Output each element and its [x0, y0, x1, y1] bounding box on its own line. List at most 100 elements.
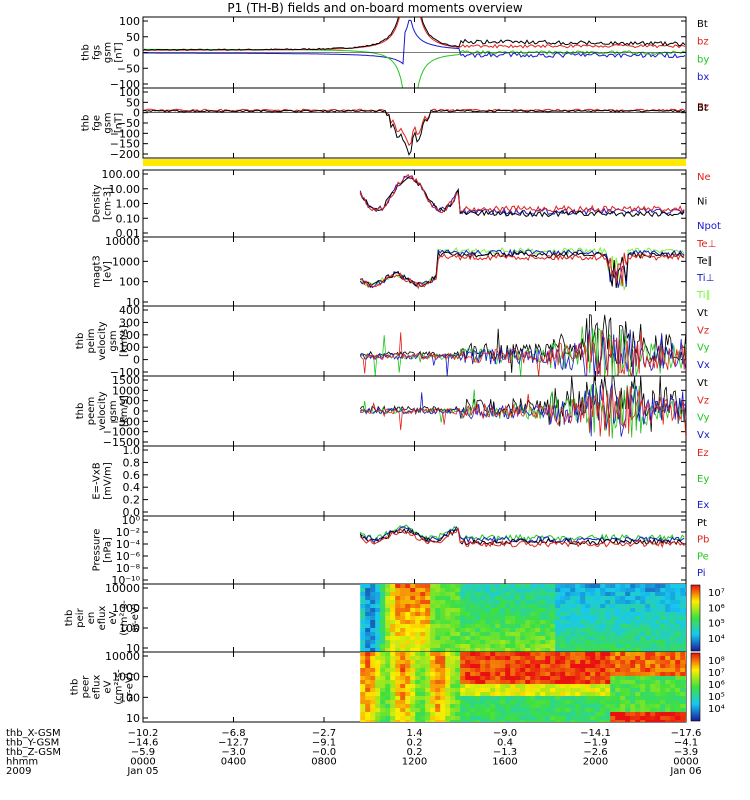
heatmap-cell — [445, 684, 451, 689]
ylabel-line: eflux — [92, 675, 103, 700]
ylabel-line: (cm²-s- — [119, 600, 130, 636]
heatmap-cell — [580, 632, 586, 637]
heatmap-cell — [375, 596, 381, 601]
heatmap-cell — [580, 640, 586, 645]
heatmap-cell — [665, 720, 671, 722]
heatmap-cell — [475, 648, 481, 652]
heatmap-cell — [480, 648, 486, 652]
ylabel-line: velocity — [97, 391, 108, 430]
heatmap-cell — [475, 696, 481, 701]
heatmap-cell — [410, 672, 416, 677]
heatmap-cell — [520, 676, 526, 681]
heatmap-cell — [485, 620, 491, 625]
heatmap-cell — [455, 704, 461, 709]
heatmap-cell — [645, 636, 651, 641]
heatmap-cell — [435, 680, 441, 685]
heatmap-cell — [385, 712, 391, 717]
heatmap-cell — [605, 720, 611, 722]
heatmap-cell — [625, 652, 631, 657]
heatmap-cell — [540, 648, 546, 652]
heatmap-cell — [600, 640, 606, 645]
heatmap-cell — [465, 644, 471, 649]
heatmap-cell — [545, 596, 551, 601]
heatmap-cell — [410, 588, 416, 593]
heatmap-cell — [655, 708, 661, 713]
heatmap-cell — [535, 584, 541, 589]
heatmap-cell — [580, 660, 586, 665]
heatmap-cell — [670, 656, 676, 661]
heatmap-cell — [570, 708, 576, 713]
heatmap-cell — [375, 648, 381, 652]
heatmap-cell — [555, 684, 561, 689]
heatmap-cell — [575, 652, 581, 657]
heatmap-cell — [495, 684, 501, 689]
heatmap-cell — [465, 604, 471, 609]
heatmap-cell — [365, 636, 371, 641]
heatmap-cell — [480, 664, 486, 669]
heatmap-cell — [590, 720, 596, 722]
heatmap-cell — [475, 584, 481, 589]
heatmap-cell — [380, 672, 386, 677]
heatmap-cell — [560, 628, 566, 633]
heatmap-cell — [625, 600, 631, 605]
heatmap-cell — [630, 616, 636, 621]
heatmap-cell — [405, 664, 411, 669]
heatmap-cell — [375, 668, 381, 673]
heatmap-cell — [550, 588, 556, 593]
heatmap-cell — [465, 620, 471, 625]
panel-mode — [143, 159, 686, 166]
xaxis-value: −6.8 — [221, 728, 245, 739]
heatmap-cell — [625, 640, 631, 645]
heatmap-cell — [410, 688, 416, 693]
heatmap-cell — [395, 600, 401, 605]
heatmap-cell — [455, 652, 461, 657]
heatmap-cell — [555, 584, 561, 589]
heatmap-cell — [680, 640, 686, 645]
heatmap-cell — [490, 676, 496, 681]
heatmap-cell — [395, 596, 401, 601]
heatmap-cell — [425, 664, 431, 669]
plot-frame — [142, 87, 687, 159]
heatmap-cell — [615, 688, 621, 693]
heatmap-cell — [610, 632, 616, 637]
heatmap-cell — [405, 644, 411, 649]
heatmap-cell — [420, 616, 426, 621]
heatmap-cell — [630, 596, 636, 601]
heatmap-cell — [600, 612, 606, 617]
heatmap-cell — [615, 672, 621, 677]
heatmap-cell — [555, 612, 561, 617]
ytick-label: 500 — [119, 395, 140, 408]
heatmap-cell — [665, 600, 671, 605]
heatmap-cell — [545, 684, 551, 689]
heatmap-cell — [580, 656, 586, 661]
heatmap-cell — [525, 668, 531, 673]
heatmap-cell — [435, 708, 441, 713]
series-blue — [359, 525, 685, 544]
heatmap-cell — [645, 684, 651, 689]
ytick-label: 0.0 — [123, 506, 141, 519]
heatmap-cell — [405, 684, 411, 689]
heatmap-cell — [560, 688, 566, 693]
heatmap-cell — [360, 648, 366, 652]
heatmap-cell — [475, 680, 481, 685]
heatmap-cell — [635, 696, 641, 701]
heatmap-cell — [610, 620, 616, 625]
legend-Vx: Vx — [697, 360, 710, 371]
ylabel-line: thb — [81, 44, 92, 61]
heatmap-cell — [425, 592, 431, 597]
heatmap-cell — [425, 708, 431, 713]
legend-Vt: Vt — [697, 378, 708, 389]
heatmap-cell — [610, 592, 616, 597]
heatmap-cell — [360, 592, 366, 597]
heatmap-cell — [415, 720, 421, 722]
heatmap-cell — [545, 648, 551, 652]
heatmap-cell — [680, 720, 686, 722]
heatmap-cell — [660, 600, 666, 605]
heatmap-cell — [620, 672, 626, 677]
heatmap-cell — [550, 596, 556, 601]
heatmap-cell — [665, 644, 671, 649]
heatmap-cell — [385, 588, 391, 593]
heatmap-cell — [635, 716, 641, 721]
heatmap-cell — [430, 600, 436, 605]
heatmap-cell — [380, 644, 386, 649]
